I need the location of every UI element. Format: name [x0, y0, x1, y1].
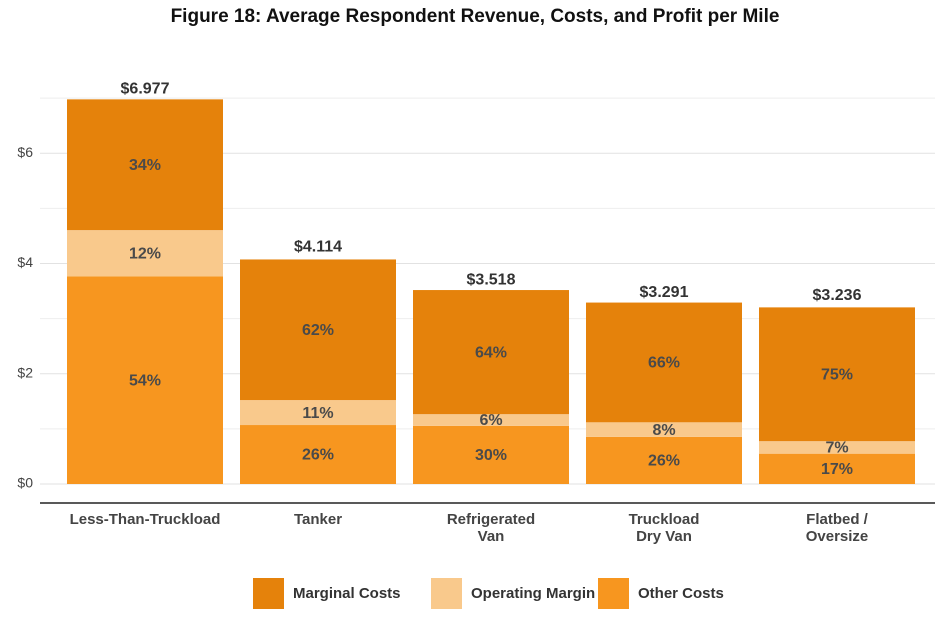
legend-swatch	[253, 578, 284, 609]
total-label: $3.518	[467, 271, 516, 288]
legend-label: Marginal Costs	[293, 585, 401, 602]
segment-label: 26%	[302, 447, 334, 464]
segment-label: 8%	[652, 422, 675, 439]
bar-segment	[240, 259, 396, 401]
segment-label: 26%	[648, 453, 680, 470]
segment-label: 17%	[821, 461, 853, 478]
bar-segment	[67, 276, 223, 484]
y-tick-label: $2	[17, 364, 33, 380]
bar-segment	[67, 99, 223, 231]
segment-label: 12%	[129, 245, 161, 262]
chart-title: Figure 18: Average Respondent Revenue, C…	[171, 6, 780, 27]
legend-label: Operating Margin	[471, 585, 595, 602]
total-label: $3.236	[813, 287, 862, 304]
bar-segment	[759, 307, 915, 442]
legend-label: Other Costs	[638, 585, 724, 602]
x-tick-label: Less-Than-Truckload	[69, 511, 221, 528]
bar-segment	[240, 400, 396, 426]
bar-segment	[240, 425, 396, 484]
segment-label: 6%	[479, 412, 502, 429]
bar-segment	[586, 302, 742, 423]
segment-label: 62%	[302, 322, 334, 339]
bar-segment	[759, 453, 915, 484]
segment-label: 54%	[129, 372, 161, 389]
y-tick-label: $4	[17, 254, 33, 270]
x-tick-label: Flatbed / Oversize	[805, 511, 869, 545]
y-tick-label: $0	[17, 475, 33, 491]
segment-label: 30%	[475, 447, 507, 464]
bar-segment	[413, 414, 569, 426]
x-tick-label: Tanker	[293, 511, 343, 528]
x-tick-label: Truckload Dry Van	[628, 511, 700, 545]
bar-segment	[413, 425, 569, 484]
y-tick-label: $6	[17, 144, 33, 160]
bar-segment	[586, 422, 742, 437]
segment-label: 75%	[821, 366, 853, 383]
segment-label: 11%	[302, 405, 333, 422]
bar-segment	[413, 290, 569, 415]
total-label: $6.977	[121, 81, 170, 98]
total-label: $4.114	[294, 238, 342, 255]
segment-label: 64%	[475, 344, 507, 361]
total-label: $3.291	[640, 284, 689, 301]
segment-label: 34%	[129, 157, 161, 174]
bar-segment	[586, 436, 742, 484]
x-tick-label: Refrigerated Van	[446, 511, 536, 545]
legend-swatch	[431, 578, 462, 609]
bar-segment	[759, 441, 915, 454]
bar-segment	[67, 230, 223, 277]
legend-swatch	[598, 578, 629, 609]
segment-label: 66%	[648, 355, 680, 372]
segment-label: 7%	[825, 440, 848, 457]
